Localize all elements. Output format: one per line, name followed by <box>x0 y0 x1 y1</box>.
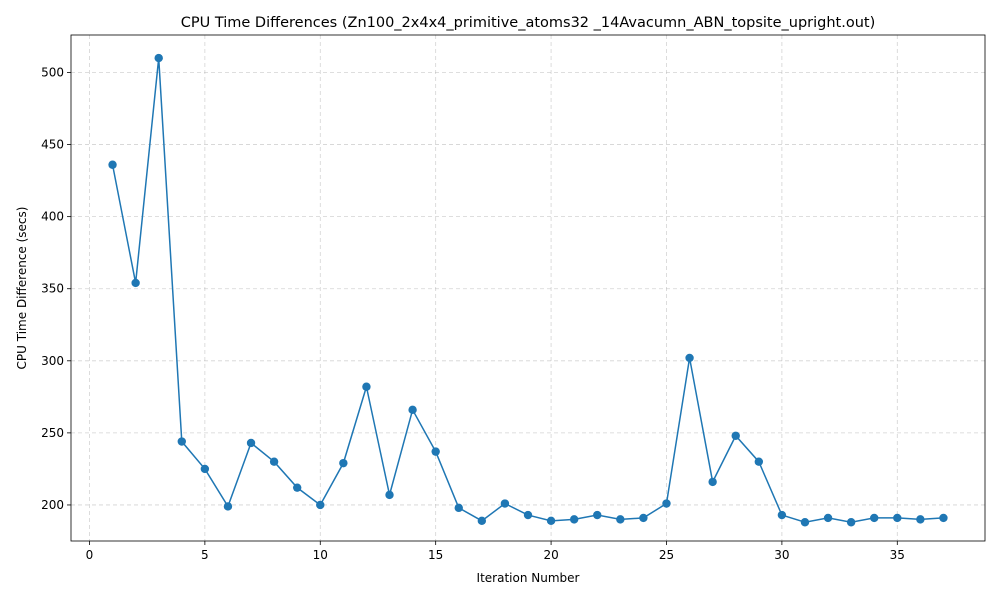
data-point <box>639 513 648 523</box>
y-tick-label: 350 <box>41 282 64 296</box>
data-point <box>777 510 787 520</box>
data-point <box>477 516 487 526</box>
data-point <box>939 513 948 523</box>
series-line <box>111 57 944 524</box>
data-point <box>916 515 925 524</box>
data-point <box>708 477 717 487</box>
data-point <box>246 438 256 448</box>
data-point <box>454 503 463 513</box>
data-point <box>408 405 417 415</box>
y-tick-label: 300 <box>41 354 64 368</box>
chart-title: CPU Time Differences (Zn100_2x4x4_primit… <box>181 15 876 31</box>
data-point <box>846 518 856 527</box>
data-point <box>200 464 210 474</box>
x-tick-label: 30 <box>774 548 789 562</box>
data-point <box>500 499 510 508</box>
x-axis-ticks: 0 5 10 15 20 25 30 35 <box>86 541 905 562</box>
x-tick-label: 10 <box>313 548 328 562</box>
data-point <box>385 490 394 500</box>
data-point <box>339 458 348 468</box>
data-point <box>616 515 625 524</box>
data-point <box>177 437 186 446</box>
data-point <box>731 431 740 440</box>
data-point <box>569 515 579 524</box>
data-point <box>662 499 671 508</box>
data-point <box>292 483 302 492</box>
data-point <box>316 500 325 510</box>
data-point <box>870 513 879 523</box>
data-point <box>154 53 163 63</box>
x-tick-label: 15 <box>428 548 443 562</box>
y-axis-label: CPU Time Difference (secs) <box>15 207 29 370</box>
x-tick-label: 25 <box>659 548 674 562</box>
y-tick-label: 200 <box>41 498 64 512</box>
data-series <box>108 53 948 527</box>
plot-frame <box>70 34 986 542</box>
x-tick-label: 5 <box>201 548 209 562</box>
x-tick-label: 20 <box>543 548 558 562</box>
data-point <box>685 353 694 363</box>
data-point <box>893 513 902 523</box>
data-point <box>823 513 833 523</box>
grid <box>71 35 985 541</box>
data-point <box>223 502 233 511</box>
y-axis-ticks: 200 250 300 350 400 450 500 <box>41 65 71 512</box>
y-tick-label: 500 <box>41 65 64 79</box>
data-point <box>431 447 440 456</box>
x-tick-label: 0 <box>86 548 94 562</box>
y-tick-label: 450 <box>41 138 64 152</box>
data-point <box>108 160 117 169</box>
data-point <box>131 278 140 288</box>
data-point <box>800 518 810 527</box>
data-point <box>546 516 556 526</box>
data-point <box>593 510 602 520</box>
y-tick-label: 400 <box>41 210 64 224</box>
x-axis-label: Iteration Number <box>477 571 580 585</box>
data-point <box>362 382 371 391</box>
data-point <box>269 457 279 466</box>
data-point <box>523 510 533 520</box>
data-point <box>754 457 764 466</box>
x-tick-label: 35 <box>890 548 905 562</box>
y-tick-label: 250 <box>41 426 64 440</box>
